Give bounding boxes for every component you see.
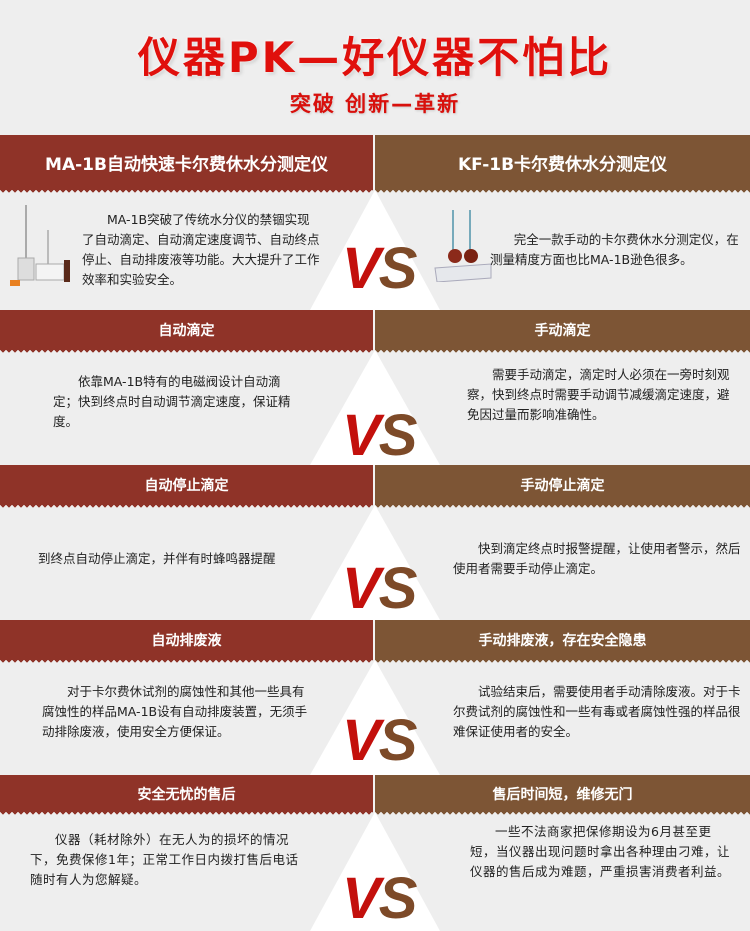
ma-1b-instrument-image — [10, 205, 70, 286]
right-title: 售后时间短，维修无门 — [375, 775, 750, 817]
left-title: 自动排废液 — [0, 620, 375, 665]
left-title: 安全无忧的售后 — [0, 775, 375, 817]
vs-label: VS — [342, 236, 417, 301]
right-description: 完全一款手动的卡尔费休水分测定仪，在测量精度方面也比MA-1B逊色很多。 — [490, 232, 739, 267]
left-title: MA-1B自动快速卡尔费休水分测定仪 — [0, 135, 375, 195]
vs-label: VS — [342, 708, 417, 773]
right-description: 需要手动滴定，滴定时人必须在一旁时刻观察，快到终点时需要手动调节减缓滴定速度，避… — [467, 367, 730, 422]
vs-label: VS — [342, 866, 417, 931]
page-subtitle: 突破 创新—革新 — [289, 92, 461, 116]
left-title: 自动滴定 — [0, 310, 375, 355]
section-content-service: VS 仪器（耗材除外）在无人为的损坏的情况下，免费保修1年；正常工作日内拨打售后… — [0, 812, 750, 931]
section-content-stop: VS 到终点自动停止滴定，并伴有时蜂鸣器提醒 快到滴定终点时报警提醒，让使用者警… — [0, 505, 750, 620]
section-content-titration: VS 依靠MA-1B特有的电磁阀设计自动滴定；快到终点时自动调节滴定速度，保证精… — [0, 350, 750, 465]
right-title: 手动滴定 — [375, 310, 750, 355]
left-description: MA-1B突破了传统水分仪的禁锢实现了自动滴定、自动滴定速度调节、自动终点停止、… — [82, 212, 320, 287]
section-header-waste: 自动排废液 手动排废液，存在安全隐患 — [0, 620, 750, 665]
left-title: 自动停止滴定 — [0, 465, 375, 510]
section-content-waste: VS 对于卡尔费休试剂的腐蚀性和其他一些具有腐蚀性的样品MA-1B设有自动排废装… — [0, 660, 750, 775]
section-content-product: VS MA-1B突破了传统水分仪的禁锢实现了自动滴定、自动滴定速度调节、自动终点… — [0, 190, 750, 310]
vs-label: VS — [342, 403, 417, 468]
section-header-titration: 自动滴定 手动滴定 — [0, 310, 750, 355]
left-description: 依靠MA-1B特有的电磁阀设计自动滴定；快到终点时自动调节滴定速度，保证精度。 — [53, 374, 291, 429]
right-description: 一些不法商家把保修期设为6月甚至更短，当仪器出现问题时拿出各种理由刁难，让仪器的… — [470, 824, 731, 879]
section-header-service: 安全无忧的售后 售后时间短，维修无门 — [0, 775, 750, 817]
section-header-stop: 自动停止滴定 手动停止滴定 — [0, 465, 750, 510]
right-description: 快到滴定终点时报警提醒，让使用者警示，然后使用者需要手动停止滴定。 — [453, 541, 741, 576]
left-description: 到终点自动停止滴定，并伴有时蜂鸣器提醒 — [38, 551, 276, 566]
left-description: 仪器（耗材除外）在无人为的损坏的情况下，免费保修1年；正常工作日内拨打售后电话随… — [30, 832, 299, 887]
page-title: 仪器PK—好仪器不怕比 — [137, 33, 613, 82]
right-title: 手动停止滴定 — [375, 465, 750, 510]
right-description: 试验结束后，需要使用者手动清除废液。对于卡尔费试剂的腐蚀性和一些有毒或者腐蚀性强… — [453, 684, 741, 739]
kf-1b-instrument-image — [434, 210, 492, 282]
right-title: 手动排废液，存在安全隐患 — [375, 620, 750, 665]
vs-label: VS — [342, 556, 417, 621]
left-description: 对于卡尔费休试剂的腐蚀性和其他一些具有腐蚀性的样品MA-1B设有自动排废装置，无… — [42, 684, 308, 739]
page-header: 仪器PK—好仪器不怕比 突破 创新—革新 — [0, 0, 750, 135]
section-header-product: MA-1B自动快速卡尔费休水分测定仪 KF-1B卡尔费休水分测定仪 — [0, 135, 750, 195]
right-title: KF-1B卡尔费休水分测定仪 — [375, 135, 750, 195]
